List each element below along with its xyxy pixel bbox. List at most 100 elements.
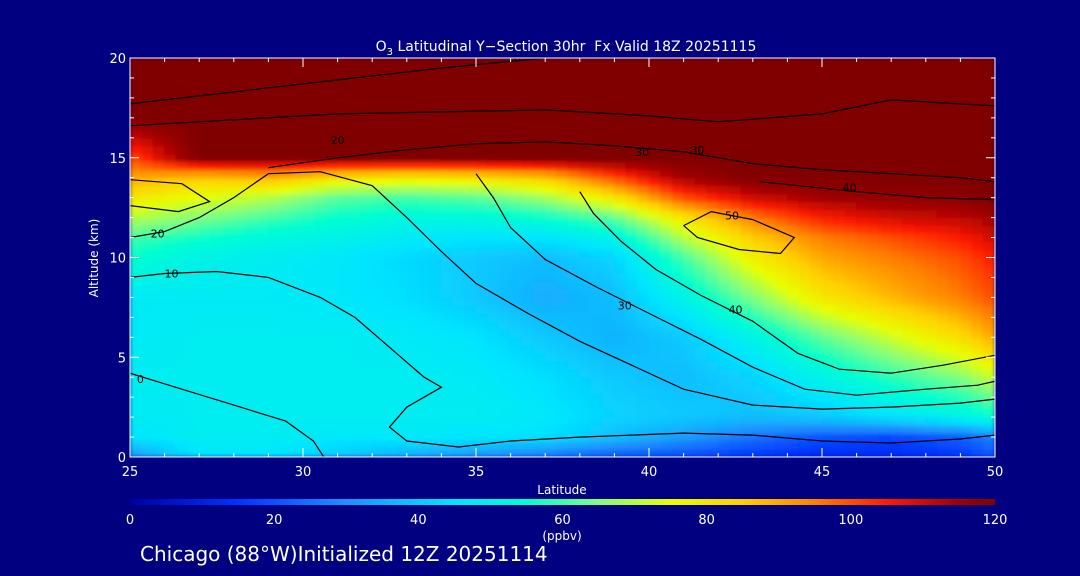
heat-cell <box>463 185 477 195</box>
heat-cell <box>729 145 742 155</box>
heat-cell <box>809 137 823 147</box>
heat-cell <box>856 392 869 402</box>
heat-cell <box>775 408 788 418</box>
heat-cell <box>648 264 662 274</box>
heat-cell <box>936 424 950 434</box>
heat-cell <box>706 384 719 394</box>
heat-cell <box>440 97 454 107</box>
heat-cell <box>694 264 708 274</box>
heat-cell <box>890 424 904 434</box>
heat-cell <box>233 73 246 83</box>
heat-cell <box>971 73 984 83</box>
heat-cell <box>533 201 546 211</box>
heat-cell <box>544 185 558 195</box>
heat-cell <box>694 58 708 67</box>
heat-cell <box>452 336 465 346</box>
heat-cell <box>544 81 558 91</box>
heat-cell <box>660 81 673 91</box>
heat-cell <box>786 193 800 203</box>
heat-cell <box>221 177 235 187</box>
heat-cell <box>936 65 950 75</box>
heat-cell <box>879 105 892 115</box>
heat-cell <box>221 440 235 450</box>
heat-cell <box>879 137 892 147</box>
heat-cell <box>187 280 200 290</box>
heat-cell <box>959 193 973 203</box>
heat-cell <box>487 73 500 83</box>
heat-cell <box>360 400 373 410</box>
heat-cell <box>141 225 154 235</box>
heat-cell <box>267 137 281 147</box>
heat-cell <box>671 121 685 131</box>
heat-cell <box>902 105 915 115</box>
heat-cell <box>671 65 685 75</box>
heat-cell <box>487 280 500 290</box>
heat-cell <box>429 233 442 243</box>
heat-cell <box>717 153 731 163</box>
heat-cell <box>371 73 385 83</box>
heat-cell <box>544 209 558 219</box>
heat-cell <box>141 304 154 314</box>
heat-cell <box>948 217 961 227</box>
heat-cell <box>221 432 235 442</box>
heat-cell <box>636 440 650 450</box>
heat-cell <box>348 201 362 211</box>
heat-cell <box>130 288 143 298</box>
heat-cell <box>475 65 489 75</box>
heat-cell <box>660 400 673 410</box>
heat-cell <box>821 416 835 426</box>
heat-cell <box>798 113 811 123</box>
heat-cell <box>187 264 200 274</box>
heat-cell <box>971 392 984 402</box>
heat-cell <box>602 249 615 258</box>
heat-cell <box>429 169 442 179</box>
heat-cell <box>844 58 858 67</box>
heat-cell <box>729 368 742 378</box>
heat-cell <box>902 201 915 211</box>
heat-cell <box>521 408 535 418</box>
heat-cell <box>613 145 627 155</box>
heat-cell <box>152 304 166 314</box>
heat-cell <box>971 320 984 330</box>
heat-cell <box>959 145 973 155</box>
heat-cell <box>717 185 731 195</box>
heat-cell <box>164 368 177 378</box>
heat-cell <box>913 320 927 330</box>
heat-cell <box>302 408 316 418</box>
heat-cell <box>590 137 604 147</box>
heat-cell <box>141 416 154 426</box>
heat-cell <box>198 304 212 314</box>
heat-cell <box>579 328 592 338</box>
heat-cell <box>314 113 327 123</box>
heat-cell <box>648 336 662 346</box>
heat-cell <box>130 233 143 243</box>
heat-cell <box>406 432 419 442</box>
heat-cell <box>325 89 339 99</box>
heat-cell <box>856 400 869 410</box>
heat-cell <box>556 448 569 457</box>
heat-cell <box>636 185 650 195</box>
heat-cell <box>706 400 719 410</box>
heat-cell <box>544 201 558 211</box>
heat-cell <box>671 304 685 314</box>
heat-cell <box>913 209 927 219</box>
heat-cell <box>833 288 846 298</box>
heat-cell <box>175 376 189 386</box>
heat-cell <box>533 360 546 370</box>
heat-cell <box>683 272 696 282</box>
heat-cell <box>671 58 685 67</box>
heat-cell <box>221 448 235 457</box>
heat-cell <box>325 217 339 227</box>
heat-cell <box>925 320 938 330</box>
heat-cell <box>210 129 223 139</box>
heat-cell <box>360 296 373 306</box>
heat-cell <box>475 296 489 306</box>
heat-cell <box>510 408 523 418</box>
heat-cell <box>982 296 995 306</box>
heat-cell <box>971 81 984 91</box>
heat-cell <box>590 448 604 457</box>
heat-cell <box>867 193 881 203</box>
heat-cell <box>141 440 154 450</box>
heat-cell <box>636 416 650 426</box>
heat-cell <box>763 288 777 298</box>
